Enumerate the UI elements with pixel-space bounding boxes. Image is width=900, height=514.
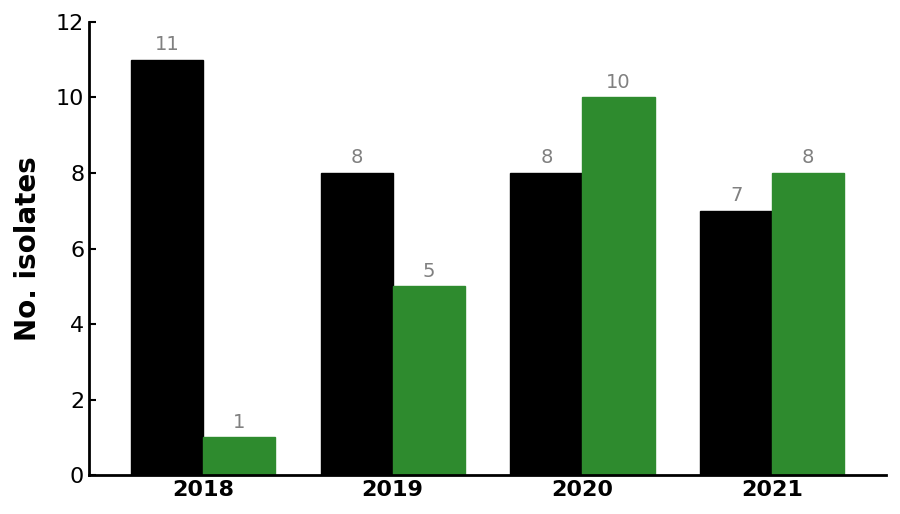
Bar	[700, 211, 772, 475]
Bar	[392, 286, 464, 475]
Bar	[582, 98, 654, 475]
Bar	[772, 173, 844, 475]
Text: 8: 8	[802, 149, 814, 168]
Text: 8: 8	[350, 149, 363, 168]
Text: 7: 7	[730, 186, 742, 205]
Text: 11: 11	[155, 35, 179, 54]
Text: 10: 10	[607, 73, 631, 92]
Text: 8: 8	[540, 149, 553, 168]
Y-axis label: No. isolates: No. isolates	[14, 156, 42, 341]
Bar	[130, 60, 202, 475]
Text: 1: 1	[233, 413, 245, 432]
Bar	[202, 437, 275, 475]
Text: 5: 5	[422, 262, 435, 281]
Bar	[510, 173, 582, 475]
Bar	[320, 173, 392, 475]
